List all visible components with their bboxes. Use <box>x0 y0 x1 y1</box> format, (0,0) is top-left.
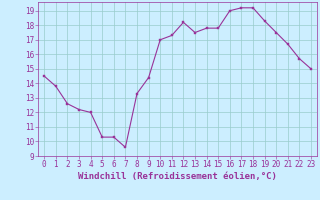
X-axis label: Windchill (Refroidissement éolien,°C): Windchill (Refroidissement éolien,°C) <box>78 172 277 181</box>
